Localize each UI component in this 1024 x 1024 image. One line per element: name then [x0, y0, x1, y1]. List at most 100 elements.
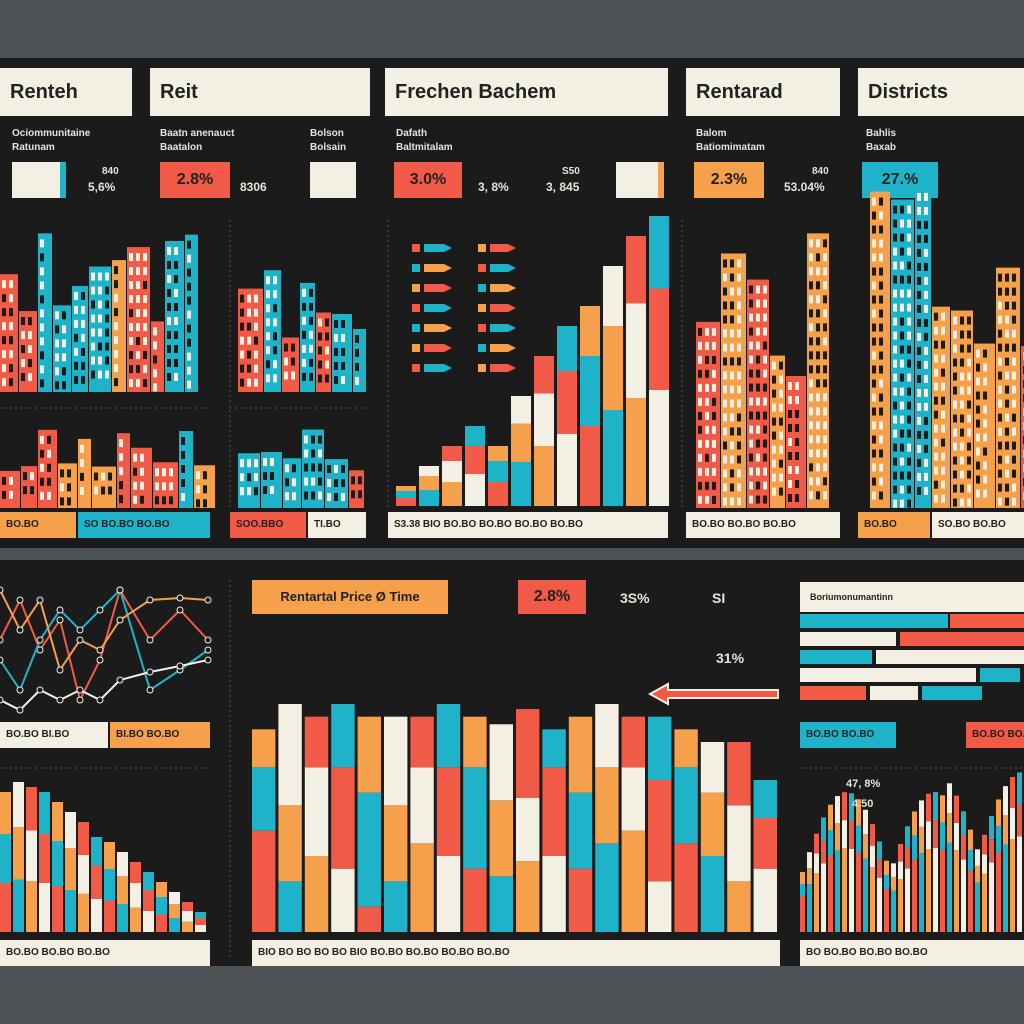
right-mid-axis-a: BO.BO BO.BO [800, 722, 896, 748]
bar-segment [933, 792, 938, 821]
building-window [967, 484, 971, 493]
building-window [953, 400, 957, 409]
building-window [136, 267, 140, 276]
building-window [9, 322, 13, 331]
building-window [136, 253, 140, 262]
building-window [816, 253, 820, 262]
building-window [809, 295, 813, 304]
building [112, 260, 126, 392]
building-window [712, 425, 716, 434]
horizontal-bar-chart [800, 614, 1024, 700]
line-point [116, 586, 124, 594]
bar-segment [807, 884, 812, 932]
rental-bar-segment [331, 704, 355, 768]
building-window [273, 290, 277, 299]
building-window [1005, 441, 1009, 450]
building-window [174, 345, 178, 354]
building-window [169, 482, 173, 491]
building-window [941, 452, 945, 461]
building-window [967, 330, 971, 339]
top-bar-segment [626, 236, 646, 304]
building-window [240, 294, 244, 303]
panel-sub-2b: Baatalon [160, 142, 203, 153]
building-window [98, 272, 102, 281]
building-window [98, 370, 102, 379]
bar-segment [849, 848, 854, 932]
building-window [917, 276, 921, 285]
building-window [266, 346, 270, 355]
building-window [153, 383, 157, 392]
building-window [788, 479, 792, 488]
building-window [976, 349, 980, 358]
building-window [284, 343, 288, 352]
line-point [76, 686, 84, 694]
building-window [795, 437, 799, 446]
bar-segment [117, 852, 128, 876]
building-window [809, 323, 813, 332]
line-point [36, 686, 44, 694]
building-window [129, 295, 133, 304]
building-window [698, 369, 702, 378]
building-window [98, 314, 102, 323]
bar-segment [104, 842, 115, 869]
building-window [723, 301, 727, 310]
building-window [737, 427, 741, 436]
building-window [153, 327, 157, 336]
building-window [174, 373, 178, 382]
building-window [174, 275, 178, 284]
building-window [291, 357, 295, 366]
building-window [749, 355, 753, 364]
top-bar-segment [534, 446, 554, 506]
building-window [772, 431, 776, 440]
axis-bar-1a: BO.BO [0, 512, 76, 538]
bar-segment [828, 804, 833, 831]
bar-chart-bottom-right [800, 772, 1022, 932]
building-window [941, 326, 945, 335]
bar-segment [870, 867, 875, 932]
rental-bar-segment [595, 704, 619, 768]
building-window [129, 253, 133, 262]
building-window [247, 378, 251, 387]
building-window [998, 399, 1002, 408]
building-window [934, 424, 938, 433]
bar-segment [26, 787, 37, 831]
building-window [795, 381, 799, 390]
rental-chart-stat2: SI [712, 590, 726, 606]
building-window [872, 365, 876, 374]
building-window [174, 317, 178, 326]
building-window [40, 491, 44, 500]
building-window [698, 411, 702, 420]
building-window [924, 234, 928, 243]
building-window [55, 381, 59, 390]
building-window [40, 449, 44, 458]
building-window [823, 309, 827, 318]
building-window [934, 312, 938, 321]
rental-bar-segment [252, 830, 276, 932]
legend-swatch [412, 344, 420, 352]
building-window [40, 295, 44, 304]
building-window [40, 239, 44, 248]
bar-segment [891, 863, 896, 878]
building-window [181, 465, 185, 474]
rental-bar-segment [700, 792, 725, 856]
building-window [698, 355, 702, 364]
rental-bar-segment [463, 868, 487, 932]
panel-sub-2c: Bolson [310, 128, 344, 139]
right-mid-axis-b: BO.BO BO.BO [966, 722, 1024, 748]
building-window [114, 294, 118, 303]
building-window [879, 225, 883, 234]
building-window [976, 377, 980, 386]
building-window [823, 267, 827, 276]
rental-bar-segment [753, 868, 777, 932]
axis-bar-3: S3.38 BIO BO.BO BO.BO BO.BO BO.BO [388, 512, 668, 538]
rental-bar-segment [648, 881, 672, 932]
building-window [924, 346, 928, 355]
building-window [953, 484, 957, 493]
building-window [60, 483, 64, 492]
building-window [187, 380, 191, 389]
building-window [872, 477, 876, 486]
building-window [934, 382, 938, 391]
top-bar-segment [534, 393, 554, 446]
building-window [81, 319, 85, 328]
building-window [105, 286, 109, 295]
